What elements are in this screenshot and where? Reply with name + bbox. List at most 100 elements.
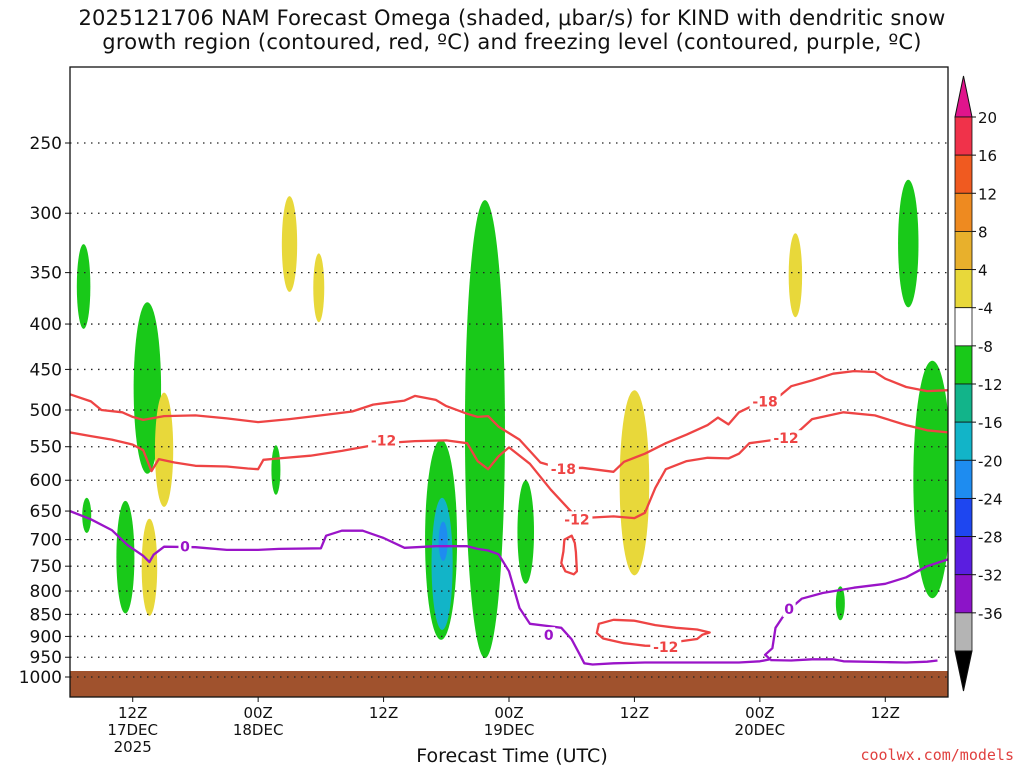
- contour-5: [770, 658, 938, 664]
- omega-area-3: [133, 302, 162, 474]
- chart-title-line-2: growth region (contoured, red, ºC) and f…: [102, 30, 922, 54]
- y-tick-label-300: 300: [30, 204, 62, 224]
- colorbar-segment-2: [954, 192, 973, 232]
- omega-area-6: [281, 196, 298, 292]
- colorbar-segment-8: [954, 421, 973, 461]
- contour-label-2: -12: [371, 433, 396, 449]
- contour-label-8: 0: [784, 602, 794, 618]
- omega-area-11: [517, 480, 535, 584]
- grid: [70, 142, 948, 678]
- x-tick-label-1-1: 00Z: [243, 704, 272, 722]
- colorbar-segment-11: [954, 536, 973, 576]
- colorbar-segment-9: [954, 459, 973, 499]
- x-tick-label-6-1: 12Z: [871, 704, 900, 722]
- colorbar-segment-6: [954, 345, 973, 385]
- source-watermark: coolwx.com/models: [860, 746, 1014, 764]
- omega-area-5: [141, 518, 158, 616]
- x-tick-label-0-2: 17DEC: [107, 721, 158, 739]
- x-tick-label-0-3: 2025: [114, 738, 152, 756]
- colorbar-segment-4: [954, 269, 973, 309]
- terrain-rect: [70, 671, 948, 697]
- x-tick-label-3-2: 19DEC: [484, 721, 535, 739]
- contour-label-bg-8: [782, 600, 796, 617]
- omega-area-15: [788, 233, 803, 318]
- terrain-band: [70, 671, 948, 697]
- colorbar-label-5: -4: [978, 300, 993, 318]
- x-tick-label-5-2: 20DEC: [735, 721, 786, 739]
- y-tick-label-400: 400: [30, 315, 62, 335]
- colorbar-label-3: 8: [978, 223, 988, 241]
- omega-area-18: [835, 586, 845, 621]
- contour-0: [70, 369, 948, 473]
- chart-title: 2025121706 NAM Forecast Omega (shaded, μ…: [0, 6, 1024, 54]
- contour-label-bg-3: [561, 511, 593, 528]
- y-tick-label-550: 550: [30, 438, 62, 458]
- colorbar-label-1: 16: [978, 147, 997, 165]
- y-tick-label-450: 450: [30, 360, 62, 380]
- y-tick-label-500: 500: [30, 401, 62, 421]
- y-tick-label-950: 950: [30, 648, 62, 668]
- contours: -18 -18 -12 -12 -12 -12 0 0 0: [70, 369, 948, 666]
- colorbar-label-9: -20: [978, 452, 1003, 470]
- contour-label-bg-7: [542, 627, 556, 644]
- omega-area-14: [619, 390, 650, 576]
- y-tick-label-650: 650: [30, 502, 62, 522]
- contour-label-1: -18: [752, 394, 777, 410]
- colorbar-segment-0: [954, 116, 973, 156]
- contour-label-4: -12: [773, 431, 798, 447]
- x-tick-label-2-1: 12Z: [369, 704, 398, 722]
- omega-area-16: [898, 179, 919, 308]
- omega-area-2: [116, 500, 135, 614]
- colorbar-segment-12: [954, 574, 973, 614]
- x-axis-label: Forecast Time (UTC): [416, 745, 608, 767]
- colorbar-segment-5: [954, 307, 973, 347]
- omega-area-1: [82, 497, 92, 533]
- contour-label-bg-1: [749, 393, 781, 410]
- contour-label-bg-2: [368, 432, 400, 449]
- colorbar-segment-7: [954, 383, 973, 423]
- contour-label-bg-6: [178, 538, 192, 555]
- omega-area-7: [313, 253, 325, 323]
- omega-area-10: [464, 200, 505, 659]
- colorbar-segment-13: [954, 612, 973, 652]
- x-tick-label-3-1: 00Z: [494, 704, 523, 722]
- contour-2: [560, 534, 579, 576]
- colorbar-label-12: -32: [978, 567, 1003, 585]
- y-tick-label-350: 350: [30, 264, 62, 284]
- contour-3: [595, 618, 711, 648]
- contour-4: [70, 510, 948, 666]
- colorbar-label-11: -28: [978, 529, 1003, 547]
- y-tick-label-900: 900: [30, 627, 62, 647]
- y-tick-label-250: 250: [30, 134, 62, 154]
- omega-area-4: [154, 392, 174, 507]
- contour-label-6: 0: [180, 540, 190, 556]
- colorbar-label-2: 12: [978, 185, 997, 203]
- contour-label-7: 0: [544, 628, 554, 644]
- contour-1: [70, 411, 948, 520]
- colorbar-label-0: 20: [978, 109, 997, 127]
- omega-area-13: [438, 521, 448, 562]
- omega-shading: [76, 179, 948, 659]
- colorbar-label-7: -12: [978, 376, 1003, 394]
- contour-label-bg-5: [650, 638, 682, 655]
- chart-title-line-1: 2025121706 NAM Forecast Omega (shaded, μ…: [78, 6, 946, 30]
- x-tick-label-4-1: 12Z: [620, 704, 649, 722]
- omega-area-0: [76, 244, 91, 329]
- y-tick-label-600: 600: [30, 471, 62, 491]
- colorbar-segment-1: [954, 154, 973, 194]
- contour-label-bg-0: [547, 461, 579, 478]
- colorbar-top-triangle: [954, 75, 973, 118]
- colorbar-label-6: -8: [978, 338, 993, 356]
- colorbar-segment-10: [954, 498, 973, 537]
- x-tick-label-1-2: 18DEC: [233, 721, 284, 739]
- omega-area-17: [913, 360, 948, 599]
- y-tick-label-850: 850: [30, 605, 62, 625]
- contour-label-3: -12: [564, 512, 589, 528]
- colorbar-label-8: -16: [978, 414, 1003, 432]
- plot-frame: [69, 66, 949, 698]
- colorbar-bottom-triangle: [954, 650, 973, 692]
- colorbar-label-10: -24: [978, 490, 1003, 508]
- y-tick-label-1000: 1000: [19, 668, 62, 688]
- contour-label-0: -18: [551, 462, 576, 478]
